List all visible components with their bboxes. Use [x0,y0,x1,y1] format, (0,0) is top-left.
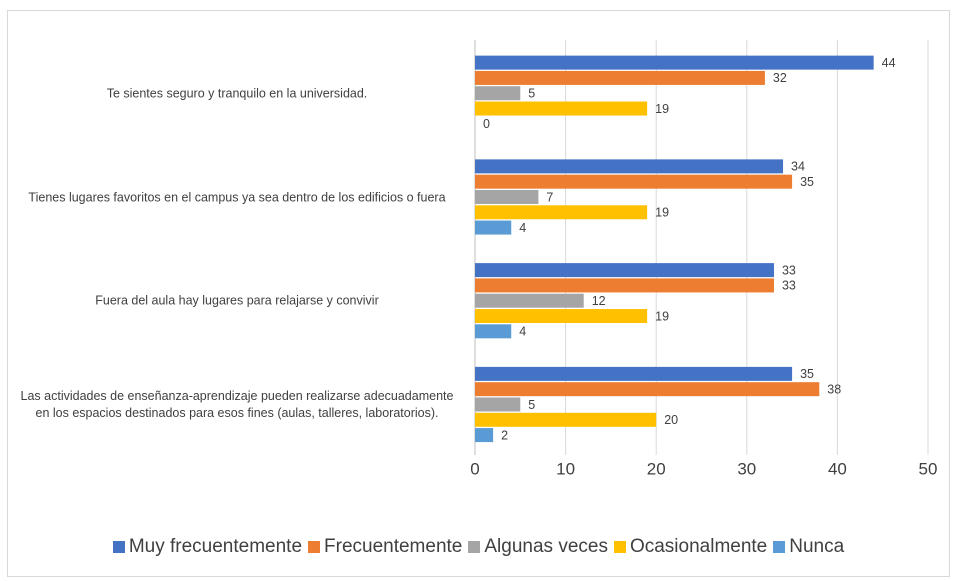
data-label: 19 [655,206,669,220]
bar [475,174,793,189]
data-label: 34 [791,160,805,174]
bar [475,159,784,174]
legend: Muy frecuentemente Frecuentemente Algunas … [7,536,950,558]
data-label: 12 [592,294,606,308]
category-label: Las actividades de enseñanza-aprendizaje… [20,389,454,421]
x-tick-label: 0 [470,459,479,478]
data-label: 38 [827,382,841,396]
bar [475,70,765,85]
data-label: 0 [483,117,490,131]
bar [475,309,648,324]
legend-item: Muy frecuentemente [112,536,303,558]
data-label: 7 [546,190,553,204]
legend-label: Ocasionalmente [629,536,768,557]
bar [475,366,793,381]
data-label: 20 [664,413,678,427]
data-label: 19 [655,309,669,323]
x-tick-label: 50 [919,459,938,478]
data-label: 44 [882,56,896,70]
legend-label: Nunca [789,536,845,557]
category-label: Tienes lugares favoritos en el campus ya… [28,190,446,205]
data-label: 33 [782,279,796,293]
category-label: Fuera del aula hay lugares para relajars… [95,293,379,308]
bar [475,278,774,293]
legend-item: Frecuentemente [308,536,462,558]
legend-label: Algunas veces [484,536,608,557]
legend-item: Ocasionalmente [613,536,768,558]
data-label: 33 [782,263,796,277]
bar [475,101,648,116]
x-tick-label: 20 [647,459,666,478]
legend-swatch [773,541,786,553]
legend-item: Nunca [773,536,844,558]
bar [475,412,657,427]
data-label: 2 [501,428,508,442]
bar [475,293,584,308]
data-label: 4 [519,325,526,339]
x-tick-label: 40 [828,459,847,478]
data-label: 19 [655,102,669,116]
bar [475,263,774,278]
bar [475,428,494,443]
x-tick-label: 30 [737,459,756,478]
legend-label: Muy frecuentemente [128,536,303,557]
data-label: 35 [800,175,814,189]
data-label: 4 [519,221,526,235]
data-label: 32 [773,71,787,85]
legend-swatch [112,541,125,553]
data-label: 5 [528,398,535,412]
bar [475,189,539,204]
legend-swatch [613,541,626,553]
legend-label: Frecuentemente [324,536,463,557]
bar [475,55,874,70]
bar [475,86,521,101]
category-label: Te sientes seguro y tranquilo en la univ… [106,86,368,101]
legend-item: Algunas veces [468,536,608,558]
chart-border [7,10,950,577]
legend-swatch [468,541,481,553]
data-label: 35 [800,367,814,381]
bar [475,205,648,220]
x-tick-label: 10 [556,459,575,478]
data-label: 5 [528,87,535,101]
legend-swatch [308,541,321,553]
bar [475,220,512,235]
bar [475,382,820,397]
bar [475,397,521,412]
bar [475,324,512,339]
